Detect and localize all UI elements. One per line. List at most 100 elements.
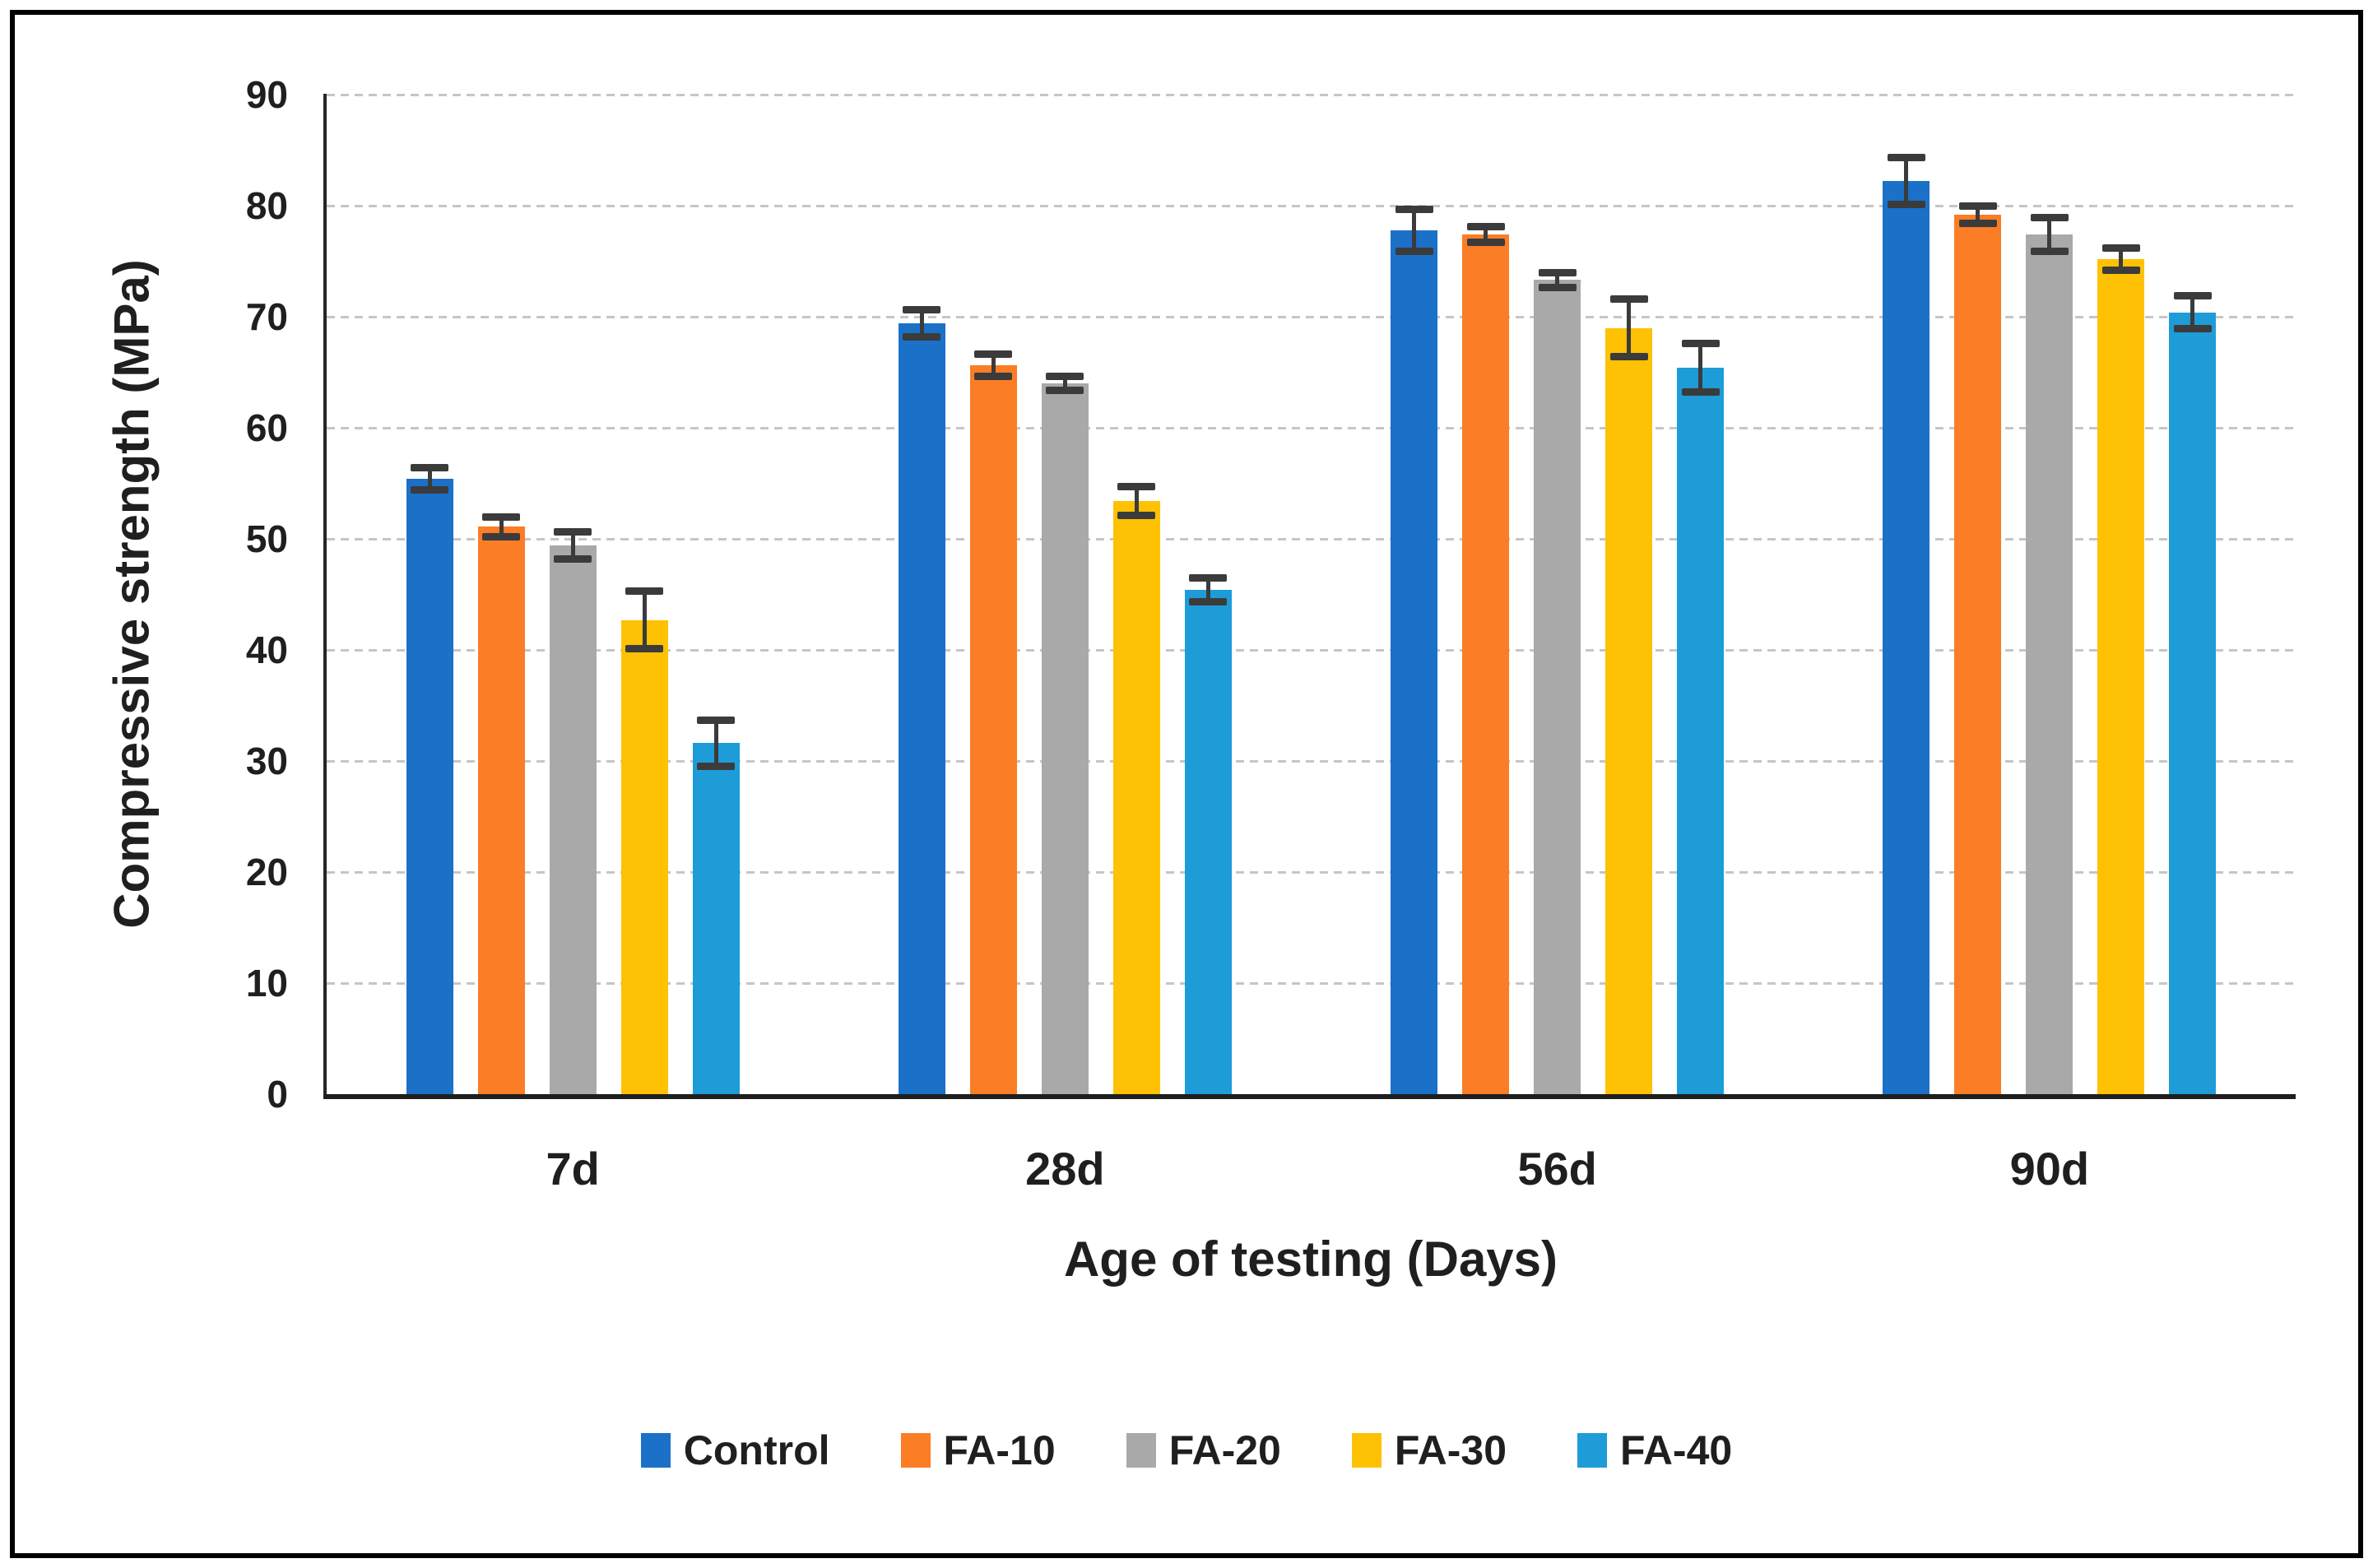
gridline-70: [327, 316, 2296, 318]
error-bar-cap-bottom-fa-40-56d: [1681, 388, 1720, 397]
legend-swatch-fa-40: [1577, 1433, 1608, 1468]
gridline-30: [327, 760, 2296, 763]
y-tick-label-80: 80: [245, 184, 288, 227]
error-bar-cap-top-fa-10-90d: [1958, 202, 1997, 210]
error-bar-line-fa-30-28d: [1134, 486, 1139, 516]
error-bar-cap-top-control-28d: [903, 306, 941, 314]
bar-fa-10-7d: [477, 527, 525, 1094]
legend-swatch-fa-30: [1351, 1433, 1382, 1468]
bar-fa-30-7d: [620, 619, 668, 1094]
legend-item-fa-20: FA-20: [1126, 1430, 1281, 1471]
error-bar-line-fa-20-90d: [2047, 217, 2052, 252]
y-axis-line: [323, 94, 327, 1098]
gridline-10: [327, 982, 2296, 985]
error-bar-cap-bottom-fa-20-90d: [2030, 247, 2069, 255]
error-bar-line-fa-20-56d: [1555, 272, 1560, 288]
error-bar-cap-top-fa-40-90d: [2173, 291, 2212, 299]
bar-fa-20-28d: [1041, 383, 1089, 1094]
gridline-40: [327, 649, 2296, 652]
error-bar-cap-top-fa-10-7d: [482, 513, 521, 521]
bar-fa-40-90d: [2169, 312, 2217, 1094]
y-tick-label-10: 10: [245, 962, 288, 1004]
error-bar-cap-bottom-control-90d: [1887, 201, 1925, 209]
error-bar-line-fa-30-56d: [1627, 299, 1632, 357]
bar-fa-20-56d: [1534, 280, 1581, 1094]
error-bar-cap-top-fa-10-56d: [1466, 223, 1505, 231]
bar-fa-30-28d: [1112, 501, 1160, 1094]
bar-fa-20-7d: [549, 545, 597, 1094]
bar-control-28d: [898, 323, 945, 1094]
gridline-60: [327, 427, 2296, 429]
x-tick-label-56d: 56d: [1517, 1143, 1597, 1195]
bar-control-7d: [406, 479, 453, 1094]
error-bar-cap-top-fa-10-28d: [974, 350, 1013, 359]
legend-label-fa-20: FA-20: [1168, 1427, 1281, 1473]
x-axis-line: [323, 1094, 2296, 1099]
error-bar-cap-top-fa-30-28d: [1117, 483, 1156, 491]
error-bar-line-fa-10-90d: [1976, 206, 1981, 224]
bar-fa-10-90d: [1954, 214, 2002, 1094]
legend-label-control: Control: [683, 1427, 830, 1473]
error-bar-cap-top-control-56d: [1395, 205, 1433, 213]
error-bar-line-fa-40-7d: [713, 720, 718, 767]
error-bar-cap-bottom-fa-20-56d: [1538, 284, 1577, 292]
error-bar-line-fa-40-28d: [1205, 578, 1210, 602]
x-tick-label-7d: 7d: [546, 1143, 600, 1195]
y-tick-label-70: 70: [245, 295, 288, 338]
error-bar-cap-bottom-fa-30-56d: [1609, 353, 1648, 361]
error-bar-cap-bottom-control-56d: [1395, 247, 1433, 255]
error-bar-cap-bottom-control-28d: [903, 332, 941, 341]
bar-fa-30-56d: [1605, 327, 1653, 1094]
x-axis-title: Age of testing (Days): [1063, 1232, 1558, 1287]
y-tick-label-90: 90: [245, 73, 288, 116]
error-bar-cap-bottom-fa-30-90d: [2101, 266, 2140, 274]
y-axis-title: Compressive strength (MPa): [104, 259, 160, 929]
error-bar-cap-bottom-fa-10-7d: [482, 532, 521, 540]
error-bar-line-fa-40-90d: [2190, 295, 2195, 329]
error-bar-cap-top-fa-20-28d: [1046, 373, 1084, 381]
error-bar-line-control-7d: [427, 467, 432, 490]
x-tick-label-28d: 28d: [1025, 1143, 1105, 1195]
bar-fa-40-56d: [1677, 368, 1725, 1094]
bar-fa-10-28d: [969, 365, 1017, 1094]
error-bar-cap-top-fa-20-90d: [2030, 214, 2069, 222]
error-bar-line-control-90d: [1904, 157, 1909, 205]
error-bar-line-fa-30-90d: [2119, 248, 2124, 271]
y-tick-label-20: 20: [245, 851, 288, 893]
error-bar-line-control-28d: [919, 309, 924, 337]
error-bar-cap-top-fa-30-56d: [1609, 295, 1648, 303]
error-bar-cap-top-fa-20-56d: [1538, 268, 1577, 276]
error-bar-cap-bottom-fa-30-7d: [625, 645, 664, 653]
bar-fa-30-90d: [2097, 258, 2145, 1094]
error-bar-cap-top-fa-30-90d: [2101, 244, 2140, 252]
error-bar-line-fa-40-56d: [1698, 343, 1703, 392]
legend-label-fa-30: FA-30: [1394, 1427, 1507, 1473]
error-bar-cap-bottom-fa-10-56d: [1466, 239, 1505, 247]
gridline-80: [327, 205, 2296, 207]
legend-item-control: Control: [640, 1427, 830, 1473]
error-bar-line-fa-20-28d: [1062, 376, 1067, 391]
error-bar-cap-top-control-7d: [411, 464, 449, 472]
error-bar-cap-bottom-fa-40-28d: [1189, 598, 1228, 606]
y-tick-label-0: 0: [267, 1073, 288, 1116]
y-tick-label-50: 50: [245, 517, 288, 560]
error-bar-cap-top-fa-30-7d: [625, 587, 664, 595]
legend-swatch-control: [640, 1433, 671, 1468]
error-bar-cap-bottom-fa-10-28d: [974, 373, 1013, 381]
error-bar-cap-top-fa-40-7d: [697, 716, 736, 724]
error-bar-line-fa-20-7d: [570, 531, 575, 559]
y-tick-label-40: 40: [245, 629, 288, 671]
bar-control-56d: [1391, 230, 1438, 1094]
error-bar-line-fa-10-56d: [1484, 226, 1488, 243]
gridline-20: [327, 871, 2296, 874]
bar-fa-40-7d: [692, 743, 740, 1094]
error-bar-cap-bottom-control-7d: [411, 486, 449, 494]
error-bar-line-fa-10-28d: [991, 354, 996, 377]
error-bar-cap-bottom-fa-30-28d: [1117, 512, 1156, 520]
bar-fa-20-90d: [2026, 234, 2073, 1094]
error-bar-cap-bottom-fa-40-90d: [2173, 325, 2212, 333]
legend-label-fa-40: FA-40: [1620, 1427, 1733, 1473]
error-bar-cap-bottom-fa-20-7d: [554, 554, 592, 563]
x-tick-label-90d: 90d: [2009, 1143, 2090, 1195]
